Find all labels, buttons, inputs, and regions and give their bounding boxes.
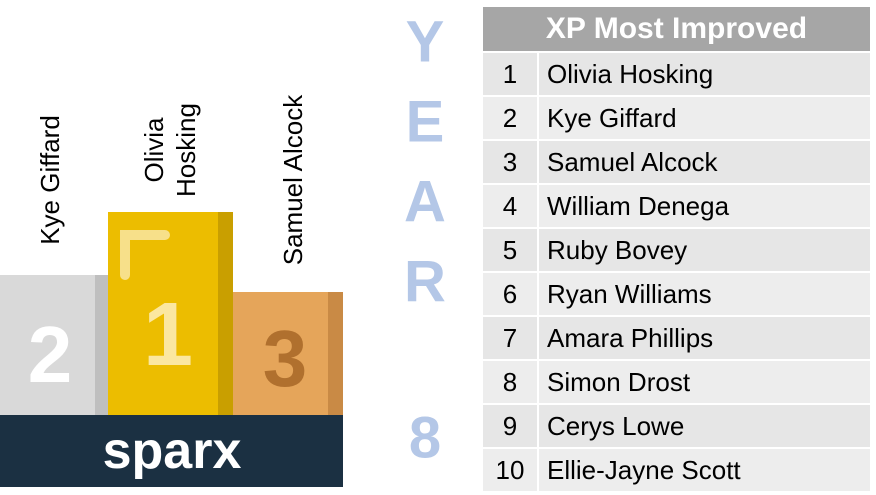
table-row: 9 Cerys Lowe [483, 405, 870, 447]
table-row: 5 Ruby Bovey [483, 229, 870, 271]
rank: 1 [483, 53, 539, 95]
year-number: 8 [408, 405, 442, 471]
second-name: Kye Giffard [35, 115, 65, 245]
table-row: 2 Kye Giffard [483, 97, 870, 139]
rank: 9 [483, 405, 539, 447]
third-name: Samuel Alcock [278, 94, 308, 266]
table-row: 4 William Denega [483, 185, 870, 227]
first-edge [218, 212, 233, 415]
table-row: 8 Simon Drost [483, 361, 870, 403]
podium: 2 1 3 sparx [0, 212, 343, 487]
rank: 10 [483, 449, 539, 491]
rank: 8 [483, 361, 539, 403]
student-name: Kye Giffard [547, 103, 677, 133]
rank: 2 [483, 97, 539, 139]
rank: 7 [483, 317, 539, 359]
table-title: XP Most Improved [483, 7, 870, 51]
third-block [233, 292, 343, 415]
first-name: Olivia Hosking [139, 103, 201, 197]
student-name: Ruby Bovey [547, 235, 688, 265]
rank: 6 [483, 273, 539, 315]
first-digit: 1 [143, 285, 193, 385]
table-row: 6 Ryan Williams [483, 273, 870, 315]
table: XP Most Improved 1 Olivia Hosking 2 Kye Gif… [483, 7, 870, 491]
year-letter: R [404, 249, 446, 315]
student-name: Cerys Lowe [547, 411, 685, 441]
table-row: 7 Amara Phillips [483, 317, 870, 359]
year-letter: Y [405, 9, 445, 75]
student-name: Ryan Williams [547, 279, 712, 309]
student-name: Samuel Alcock [547, 147, 718, 177]
year-letter: A [404, 169, 446, 235]
table-row: 3 Samuel Alcock [483, 141, 870, 183]
decor [120, 230, 170, 280]
second-block [0, 275, 108, 415]
rank: 5 [483, 229, 539, 271]
year-letter: E [405, 89, 445, 155]
student-name: Amara Phillips [547, 323, 714, 353]
third-edge [328, 292, 343, 415]
student-name: Ellie-Jayne Scott [547, 455, 741, 485]
rank: 3 [483, 141, 539, 183]
table-row: 1 Olivia Hosking [483, 53, 870, 95]
rank: 4 [483, 185, 539, 227]
second-digit: 2 [28, 310, 73, 399]
student-name: Olivia Hosking [547, 59, 714, 89]
table-row: 10 Ellie-Jayne Scott [483, 449, 870, 491]
student-name: Simon Drost [547, 367, 691, 397]
second-edge [95, 275, 108, 415]
logo-bar [0, 415, 343, 487]
third-digit: 3 [263, 314, 308, 403]
logo: sparx [103, 422, 242, 480]
student-name: William Denega [547, 191, 730, 221]
